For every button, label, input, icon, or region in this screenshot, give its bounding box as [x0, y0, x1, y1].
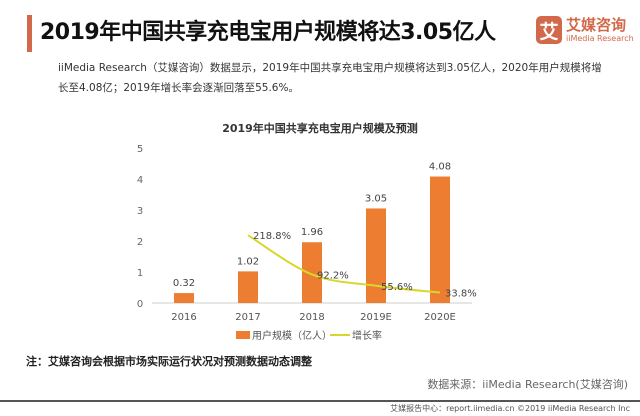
logo: 艾 艾媒咨询 iiMedia Research [536, 16, 634, 44]
growth-rate-line [247, 234, 441, 294]
bar-2017 [238, 271, 258, 303]
growth-rate-label: 55.6% [381, 282, 413, 293]
growth-rate-label: 218.8% [253, 231, 291, 242]
legend-bar-swatch [236, 331, 250, 339]
y-tick-label: 1 [137, 268, 143, 279]
page-title: 2019年中国共享充电宝用户规模将达3.05亿人 [40, 20, 496, 45]
bar-label: 3.05 [365, 193, 387, 204]
description: iiMedia Research（艾媒咨询）数据显示，2019年中国共享充电宝用… [58, 62, 602, 94]
y-tick-label: 4 [137, 175, 143, 186]
bar-2019E [366, 208, 386, 303]
logo-en: iiMedia Research [566, 33, 634, 43]
x-tick-label: 2020E [424, 312, 456, 323]
x-tick-label: 2016 [171, 312, 196, 323]
y-tick-label: 2 [137, 237, 143, 248]
footer: 艾媒报告中心：report.iimedia.cn ©2019 iiMedia R… [390, 404, 630, 413]
chart-title: 2019年中国共享充电宝用户规模及预测 [222, 121, 418, 135]
legend-bar-label: 用户规模（亿人） [252, 329, 332, 342]
y-tick-label: 5 [137, 144, 143, 155]
x-tick-label: 2017 [235, 312, 260, 323]
y-tick-label: 3 [137, 206, 143, 217]
data-source: 数据来源：iiMedia Research(艾媒咨询) [427, 378, 628, 391]
bar-label: 1.96 [301, 227, 323, 238]
bar-2016 [174, 293, 194, 303]
bar-label: 1.02 [237, 256, 259, 267]
title-accent-bar [27, 15, 32, 52]
note: 注：艾媒咨询会根据市场实际运行状况对预测数据动态调整 [26, 355, 312, 368]
legend-line-label: 增长率 [352, 329, 382, 342]
growth-rate-label: 92.2% [317, 270, 349, 281]
y-tick-label: 0 [137, 299, 143, 310]
footer-divider [0, 400, 640, 402]
bar-label: 4.08 [429, 162, 451, 173]
logo-cn: 艾媒咨询 [566, 15, 627, 34]
bar-label: 0.32 [173, 278, 195, 289]
growth-rate-label: 33.8% [445, 289, 477, 300]
bar-2020E [430, 176, 450, 303]
x-tick-label: 2018 [299, 312, 324, 323]
bar-2018 [302, 242, 322, 303]
x-tick-label: 2019E [360, 312, 392, 323]
logo-mark: 艾 [536, 16, 562, 44]
